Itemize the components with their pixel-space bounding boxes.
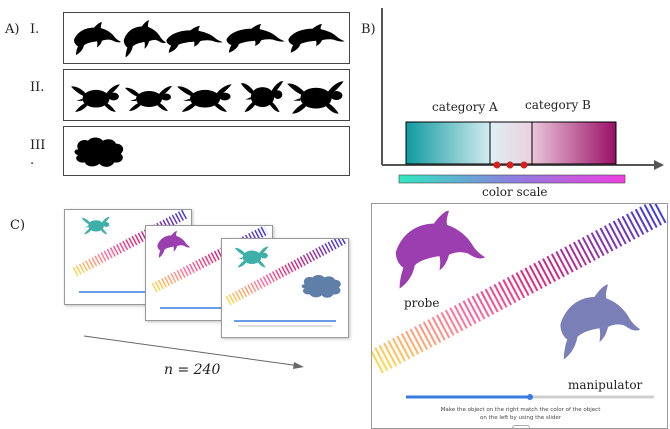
trials-arrow bbox=[83, 335, 304, 369]
instruction-line-1: Make the object on the right match the c… bbox=[440, 407, 601, 413]
marker-dot bbox=[506, 161, 514, 169]
row-1-label: I. bbox=[30, 22, 40, 37]
category-b-box bbox=[531, 121, 617, 165]
category-diagram bbox=[381, 8, 664, 184]
probe-label: probe bbox=[404, 296, 440, 310]
turtle-icon bbox=[81, 216, 110, 235]
row-3-label: III . bbox=[30, 138, 46, 168]
trial-card bbox=[221, 238, 349, 338]
turtle-icon bbox=[71, 84, 120, 112]
panel-b-label: B) bbox=[361, 22, 376, 37]
category-a-box bbox=[405, 121, 493, 165]
manipulator-label: manipulator bbox=[568, 378, 643, 392]
blob-row bbox=[74, 137, 124, 167]
blob-icon bbox=[301, 274, 341, 298]
overlap-box bbox=[489, 121, 535, 165]
x-axis-arrow-icon bbox=[654, 160, 664, 170]
slider-handle[interactable] bbox=[527, 394, 533, 400]
row-1-box bbox=[63, 12, 350, 64]
panel-a-label: A) bbox=[5, 22, 20, 37]
instruction-text: Make the object on the right match the c… bbox=[372, 406, 667, 422]
turtle-row bbox=[71, 80, 344, 114]
dolphin-icon bbox=[560, 284, 641, 360]
n-label: n = 240 bbox=[164, 362, 221, 378]
category-b-label: category B bbox=[525, 98, 591, 112]
row-2-label: II. bbox=[30, 80, 45, 95]
dolphin-icon bbox=[288, 23, 345, 53]
panel-c-label: C) bbox=[10, 218, 26, 233]
category-a-label: category A bbox=[432, 100, 498, 114]
turtle-icon bbox=[125, 86, 172, 111]
row-2-box bbox=[63, 69, 350, 121]
blob-icon bbox=[74, 137, 124, 167]
dot-array bbox=[372, 204, 667, 374]
dolphin-icon bbox=[157, 230, 191, 258]
turtle-icon bbox=[287, 81, 344, 114]
task-canvas bbox=[372, 204, 667, 400]
dolphin-row bbox=[74, 20, 345, 58]
instruction-line-2: on the left by using the slider bbox=[480, 415, 561, 421]
color-scale-bar bbox=[398, 174, 626, 184]
row-3-box bbox=[63, 126, 350, 176]
dolphin-icon bbox=[123, 20, 167, 58]
continue-button[interactable] bbox=[512, 425, 530, 428]
dot-array bbox=[225, 239, 347, 306]
marker-dot bbox=[493, 161, 501, 169]
turtle-icon bbox=[177, 84, 232, 112]
dolphin-icon bbox=[395, 210, 486, 289]
dolphin-icon bbox=[74, 22, 121, 56]
dolphin-icon bbox=[166, 25, 223, 53]
turtle-icon bbox=[240, 80, 284, 112]
color-scale-label: color scale bbox=[482, 185, 548, 199]
turtle-icon bbox=[234, 246, 269, 268]
arrow-head-icon bbox=[293, 362, 304, 369]
dolphin-icon bbox=[226, 23, 285, 53]
task-screen: probe manipulator Make the object on the… bbox=[371, 203, 668, 429]
marker-dot bbox=[520, 161, 528, 169]
